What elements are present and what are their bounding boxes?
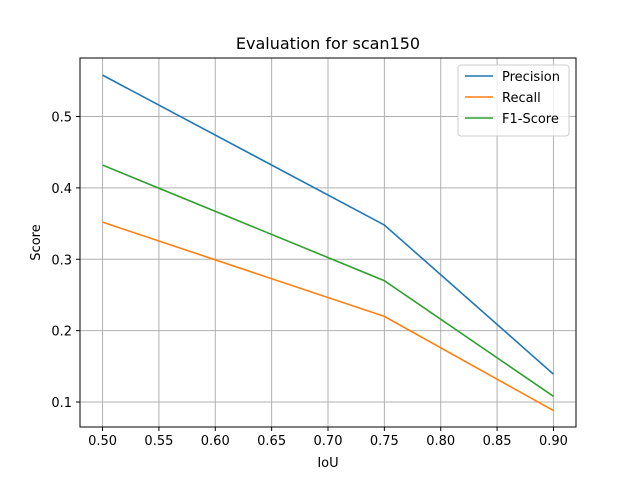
- x-tick-label: 0.85: [483, 434, 512, 449]
- series-line-recall: [102, 221, 554, 412]
- y-tick-label: 0.5: [51, 111, 72, 126]
- x-tick-label: 0.80: [426, 434, 455, 449]
- x-tick-label: 0.75: [370, 434, 399, 449]
- y-tick-label: 0.3: [51, 253, 72, 268]
- x-tick-label: 0.65: [257, 434, 286, 449]
- tick-layer: 0.50 0.55 0.60 0.65 0.70 0.75 0.80 0.85 0.90 0.1 0…: [51, 111, 568, 449]
- x-tick-label: 0.50: [88, 434, 117, 449]
- x-tick-label: 0.90: [539, 434, 568, 449]
- y-tick-label: 0.4: [51, 182, 72, 197]
- x-tick-label: 0.60: [201, 434, 230, 449]
- series-layer: [102, 74, 554, 412]
- x-axis-label: IoU: [317, 456, 338, 471]
- chart-title: Evaluation for scan150: [236, 34, 420, 53]
- y-tick-label: 0.2: [51, 325, 72, 340]
- series-line-precision: [102, 74, 554, 375]
- legend-label: F1-Score: [502, 112, 559, 127]
- x-tick-label: 0.55: [144, 434, 173, 449]
- series-line-f1-score: [102, 164, 554, 397]
- legend-label: Recall: [502, 91, 541, 106]
- y-axis-label: Score: [29, 224, 44, 260]
- y-tick-label: 0.1: [51, 396, 72, 411]
- legend: Precision Recall F1-Score: [457, 64, 570, 137]
- legend-label: Precision: [502, 70, 560, 85]
- x-tick-label: 0.70: [314, 434, 343, 449]
